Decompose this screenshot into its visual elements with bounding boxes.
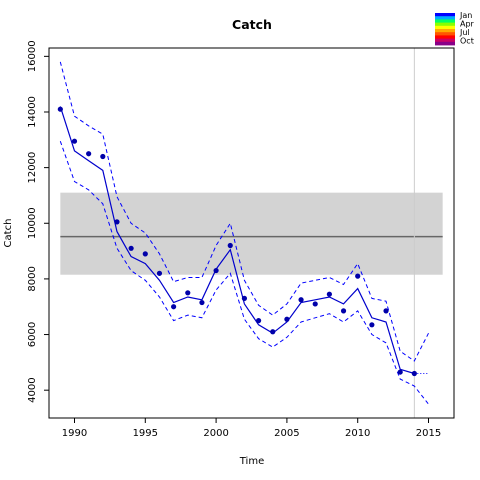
- reference-band-layer: [60, 48, 443, 418]
- legend-color-swatch: [435, 41, 455, 46]
- data-point: [156, 270, 163, 276]
- y-tick-label: 8000: [27, 266, 38, 291]
- y-tick-label: 10000: [27, 207, 38, 239]
- data-point: [128, 245, 134, 251]
- data-point: [255, 318, 262, 324]
- legend-label: Jul: [459, 28, 470, 37]
- data-point: [241, 295, 248, 301]
- x-tick-label: 2000: [203, 428, 228, 439]
- data-point: [397, 369, 403, 375]
- data-point: [213, 267, 219, 274]
- x-tick-label: 2005: [274, 428, 299, 439]
- x-axis: 1990 1995 2000 2005 2010 2015: [62, 418, 441, 439]
- data-point: [369, 322, 375, 328]
- legend-label: Apr: [460, 20, 475, 29]
- data-point: [57, 106, 63, 112]
- legend-color-swatch: [435, 29, 455, 33]
- legend-color-swatch: [435, 19, 455, 23]
- data-point: [227, 242, 233, 249]
- data-point: [142, 251, 148, 257]
- observed-points-layer: [57, 106, 417, 377]
- x-axis-label: Time: [239, 456, 264, 467]
- data-point: [171, 304, 177, 310]
- legend-color-swatch: [435, 32, 455, 36]
- x-tick-label: 2015: [416, 428, 441, 439]
- data-point: [270, 329, 276, 335]
- y-tick-label: 12000: [27, 152, 38, 184]
- y-axis-label: Catch: [3, 219, 14, 248]
- data-point: [185, 290, 191, 296]
- lower-bound-line: [59, 141, 429, 405]
- x-tick-label: 2010: [345, 428, 370, 439]
- legend-label: Jan: [459, 11, 472, 20]
- reference-band: [60, 192, 443, 275]
- data-point: [298, 297, 304, 303]
- data-point: [355, 273, 361, 279]
- y-axis: 4000 6000 8000 10000 12000 14000 16000: [27, 40, 49, 403]
- y-tick-label: 14000: [27, 96, 38, 128]
- y-tick-label: 4000: [27, 377, 38, 402]
- data-point: [71, 138, 78, 144]
- upper-bound-line: [59, 61, 429, 362]
- data-point: [411, 370, 417, 377]
- legend-color-swatch: [435, 38, 455, 43]
- data-point: [340, 308, 347, 314]
- data-point: [199, 299, 205, 306]
- plot-frame: [48, 47, 455, 419]
- data-point: [86, 151, 92, 157]
- series-layer: [59, 61, 429, 405]
- legend-color-swatch: [435, 22, 455, 27]
- data-point: [114, 219, 120, 225]
- y-tick-label: 6000: [27, 322, 38, 347]
- data-point: [326, 291, 332, 297]
- data-point: [100, 153, 106, 160]
- data-point: [312, 301, 318, 307]
- data-point: [383, 308, 389, 314]
- fitted-line: [59, 106, 415, 375]
- data-point: [284, 316, 290, 322]
- legend-color-swatch: [435, 25, 455, 30]
- x-tick-label: 1995: [133, 428, 158, 439]
- legend-color-swatch: [435, 35, 455, 39]
- legend-label: Oct: [460, 37, 474, 46]
- y-tick-label: 16000: [27, 40, 38, 72]
- legend-color-swatch: [435, 13, 455, 17]
- chart-title: Catch: [232, 17, 272, 32]
- legend-color-swatch: [435, 16, 455, 20]
- x-tick-label: 1990: [62, 428, 87, 439]
